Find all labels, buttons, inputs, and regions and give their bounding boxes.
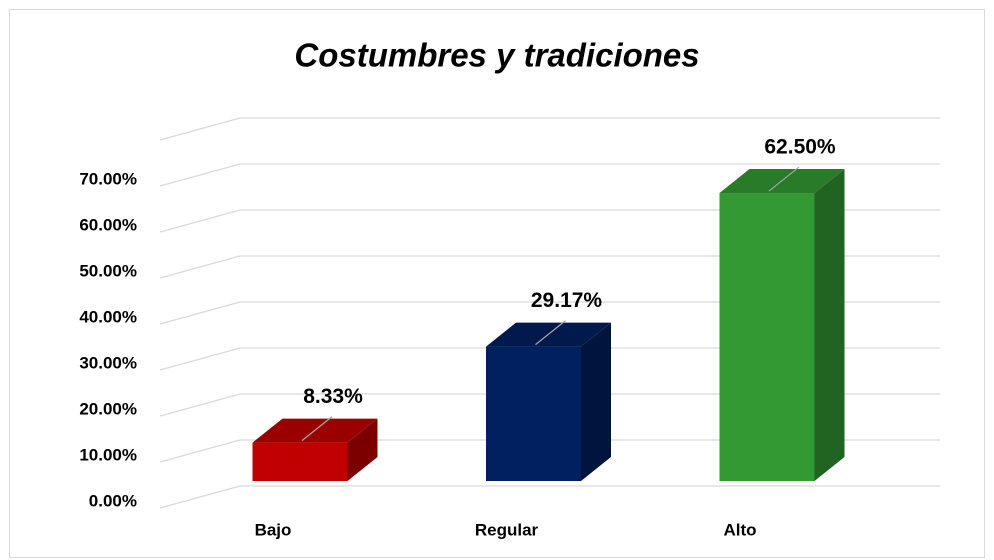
y-tick-label: 60.00% <box>79 215 137 234</box>
leader-line <box>768 166 800 192</box>
leader-line <box>535 320 566 346</box>
grid-line <box>159 393 940 417</box>
y-tick-label: 10.00% <box>79 445 137 464</box>
bar <box>486 346 581 481</box>
grid-line <box>159 301 940 325</box>
grid-line <box>159 485 940 509</box>
bar-side <box>581 322 611 481</box>
grid-line <box>159 347 940 371</box>
value-label: 8.33% <box>303 385 363 408</box>
grid-line <box>159 439 940 463</box>
value-label: 29.17% <box>531 289 603 312</box>
bar-side <box>347 418 378 481</box>
bar <box>252 442 348 481</box>
y-tick-label: 0.00% <box>89 491 137 510</box>
leader-line <box>301 416 333 442</box>
y-tick-label: 20.00% <box>79 399 137 418</box>
grid-line <box>159 117 940 141</box>
bar <box>719 193 815 481</box>
y-tick-label: 40.00% <box>79 307 137 326</box>
y-tick-label: 50.00% <box>79 261 137 280</box>
value-label: 62.50% <box>764 136 836 159</box>
x-tick-label: Alto <box>723 520 756 539</box>
grid-line <box>159 163 940 187</box>
bar-side <box>814 169 845 481</box>
x-tick-label: Regular <box>475 520 539 539</box>
x-tick-label: Bajo <box>255 520 292 539</box>
grid-line <box>159 255 940 279</box>
chart-title: Costumbres y tradiciones <box>294 37 699 74</box>
y-tick-label: 30.00% <box>79 353 137 372</box>
grid-line <box>159 209 940 233</box>
y-tick-label: 70.00% <box>79 169 137 188</box>
